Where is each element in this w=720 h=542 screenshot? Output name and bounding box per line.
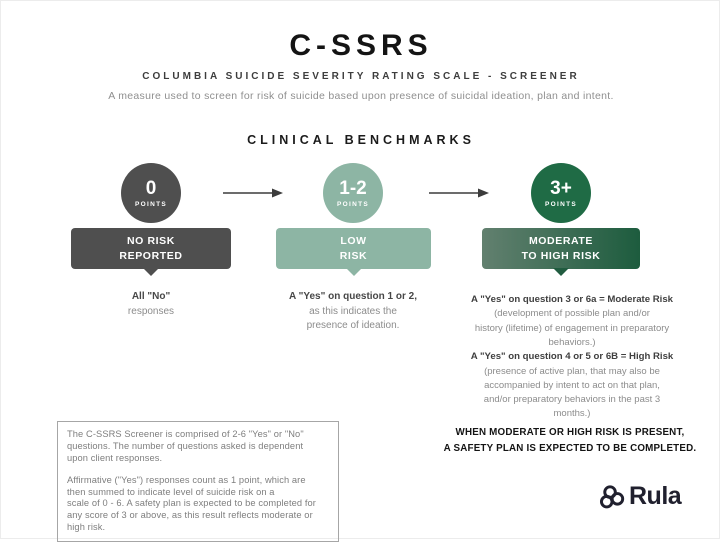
note-regular-text: as this indicates the presence of ideati…	[306, 305, 400, 332]
page-title: C-SSRS	[289, 29, 433, 62]
safety-plan-warning: WHEN MODERATE OR HIGH RISK IS PRESENT, A…	[443, 427, 697, 454]
rula-logo: Rula	[599, 482, 682, 511]
page-subtitle: COLUMBIA SUICIDE SEVERITY RATING SCALE -…	[142, 71, 580, 82]
high-risk-detail: (presence of active plan, that may also …	[483, 365, 661, 420]
points-circle-1-2: 1-2 POINTS	[323, 163, 383, 223]
footnote-paragraph-2: Affirmative ("Yes") responses count as 1…	[67, 474, 316, 533]
moderate-risk-rule: A "Yes" on question 3 or 6a = Moderate R…	[470, 294, 673, 305]
risk-bubble-label: LOW RISK	[339, 234, 368, 262]
points-value: 1-2	[339, 177, 367, 199]
note-no-risk: All "No" responses	[71, 290, 231, 319]
points-label: POINTS	[545, 200, 577, 208]
high-risk-rule: A "Yes" on question 4 or 5 or 6B = High …	[470, 351, 674, 363]
screener-footnote-box: The C-SSRS Screener is comprised of 2-6 …	[57, 421, 339, 542]
points-value: 3+	[550, 177, 572, 199]
note-moderate-high-risk: A "Yes" on question 3 or 6a = Moderate R…	[439, 293, 705, 422]
section-title-clinical-benchmarks: CLINICAL BENCHMARKS	[247, 133, 475, 147]
risk-bubble-label: NO RISK REPORTED	[119, 234, 183, 262]
note-regular-text: responses	[127, 305, 175, 317]
risk-bubble-low-risk: LOW RISK	[276, 228, 431, 276]
page-description: A measure used to screen for risk of sui…	[108, 90, 614, 102]
risk-bubble-no-risk: NO RISK REPORTED	[71, 228, 231, 276]
points-label: POINTS	[337, 200, 369, 208]
moderate-risk-detail: (development of possible plan and/or his…	[474, 308, 670, 348]
trefoil-rings-icon	[599, 484, 625, 508]
footnote-paragraph-1: The C-SSRS Screener is comprised of 2-6 …	[67, 429, 304, 463]
note-low-risk: A "Yes" on question 1 or 2, as this indi…	[263, 290, 443, 334]
points-value: 0	[145, 177, 157, 199]
risk-bubble-label: MODERATE TO HIGH RISK	[521, 234, 601, 262]
points-circle-3plus: 3+ POINTS	[531, 163, 591, 223]
bubble-tail	[143, 268, 159, 276]
bubble-tail	[553, 268, 569, 276]
note-bold-text: A "Yes" on question 1 or 2,	[288, 291, 418, 302]
right-arrow-icon	[429, 188, 489, 198]
risk-bubble-moderate-high-risk: MODERATE TO HIGH RISK	[482, 228, 640, 276]
note-bold-text: All "No"	[131, 291, 171, 302]
right-arrow-icon	[223, 188, 283, 198]
points-circle-0: 0 POINTS	[121, 163, 181, 223]
points-label: POINTS	[135, 200, 167, 208]
bubble-tail	[345, 268, 362, 276]
brand-name: Rula	[629, 482, 682, 510]
